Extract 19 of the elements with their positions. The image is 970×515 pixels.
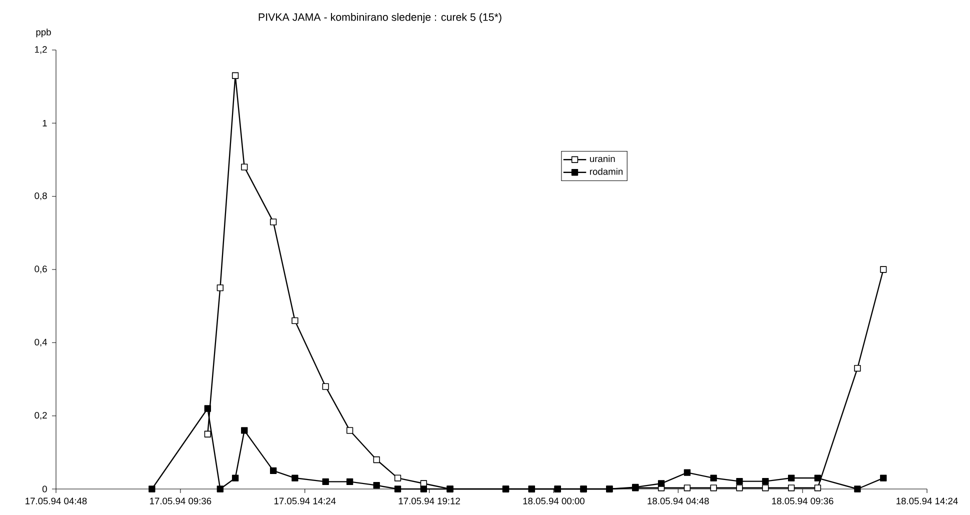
y-tick-label: 0,4 — [34, 338, 48, 347]
legend-label: rodamin — [590, 168, 623, 175]
y-tick-label: 0,6 — [34, 266, 47, 274]
y-tick-label: 1 — [42, 120, 47, 126]
x-tick-label: 17.05.94 09:36 — [150, 498, 212, 504]
x-tick-label: 17.05.94 19:12 — [398, 498, 460, 504]
chart-title: PIVKA JAMA - kombinirano sledenje : curek 5 (15*) — [258, 13, 502, 23]
x-tick-label: 18.05.94 04:48 — [648, 498, 709, 504]
y-tick-label: 0,8 — [34, 192, 47, 200]
y-tick-label: 1,2 — [35, 46, 47, 54]
x-tick-label: 18.05.94 09:36 — [772, 498, 834, 504]
x-tick-label: 18.05.94 00:00 — [523, 498, 584, 504]
legend-label: uranin — [590, 155, 615, 162]
y-tick-label: 0,2 — [34, 412, 47, 420]
y-axis-title: ppb — [36, 28, 51, 38]
y-tick-label: 0 — [42, 486, 47, 492]
x-tick-label: 17.05.94 14:24 — [274, 498, 336, 504]
x-tick-label: 18.05.94 14:24 — [896, 498, 958, 504]
x-tick-label: 17.05.94 04:48 — [26, 498, 87, 504]
